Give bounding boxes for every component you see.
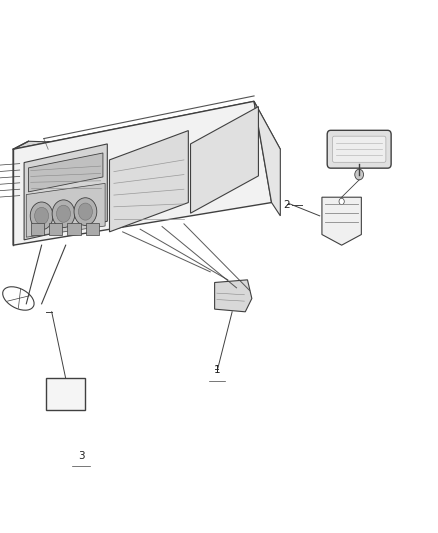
Circle shape <box>339 198 344 205</box>
Bar <box>49 223 62 235</box>
Polygon shape <box>24 144 107 240</box>
Bar <box>67 223 81 235</box>
Circle shape <box>57 205 71 222</box>
Polygon shape <box>191 107 258 213</box>
Text: 2: 2 <box>283 200 290 210</box>
Bar <box>31 223 44 235</box>
Circle shape <box>35 207 49 224</box>
Polygon shape <box>254 101 280 216</box>
Circle shape <box>52 200 75 228</box>
Circle shape <box>355 169 364 180</box>
Circle shape <box>78 203 92 220</box>
Text: 1: 1 <box>213 366 220 375</box>
Circle shape <box>74 198 97 225</box>
Bar <box>46 378 85 410</box>
Bar <box>86 223 99 235</box>
Polygon shape <box>28 153 103 192</box>
Text: 3: 3 <box>78 451 85 461</box>
Polygon shape <box>13 101 272 245</box>
Polygon shape <box>13 101 280 149</box>
Polygon shape <box>322 197 361 245</box>
Polygon shape <box>26 183 105 237</box>
Polygon shape <box>215 280 252 312</box>
Polygon shape <box>110 131 188 232</box>
FancyBboxPatch shape <box>332 136 386 162</box>
FancyBboxPatch shape <box>327 130 391 168</box>
Circle shape <box>30 202 53 230</box>
